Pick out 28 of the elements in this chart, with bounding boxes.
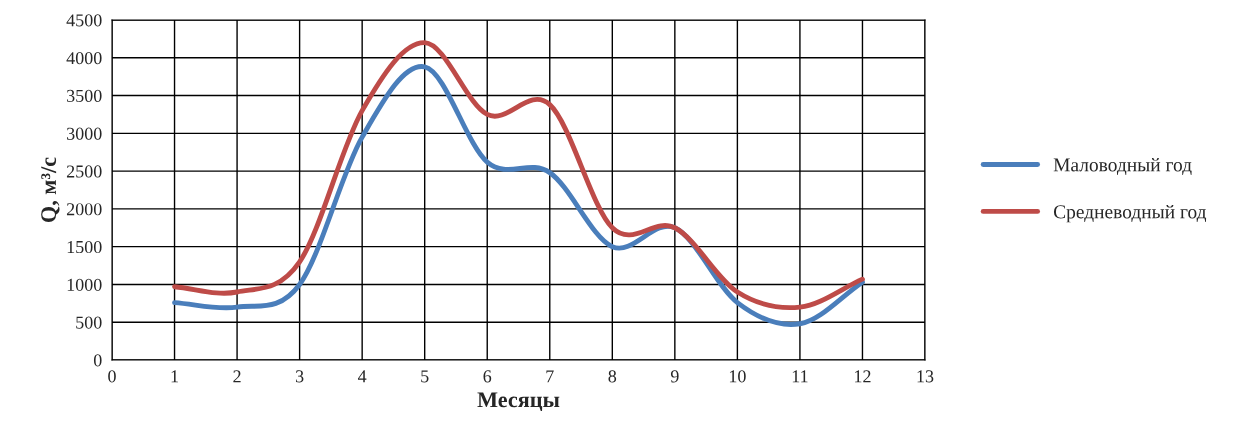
y-tick-label: 3000	[67, 127, 102, 140]
y-tick-label: 2000	[66, 203, 102, 216]
y-tick-label: 3500	[67, 89, 102, 102]
x-tick-label: 12	[855, 370, 871, 383]
y-tick-label: 4500	[66, 14, 102, 27]
x-tick-label: 11	[792, 370, 808, 383]
x-tick-label: 5	[421, 370, 429, 383]
y-tick-label: 0	[93, 354, 102, 367]
x-tick-label: 0	[108, 370, 116, 383]
x-tick-label: 7	[546, 370, 554, 383]
x-tick-label: 6	[483, 370, 492, 383]
x-tick-label: 9	[670, 370, 679, 383]
x-tick-label: 4	[357, 370, 367, 383]
x-tick-label: 2	[233, 370, 241, 383]
x-tick-label: 10	[729, 370, 746, 383]
x-tick-label: 8	[608, 370, 617, 383]
y-tick-label: 500	[76, 316, 102, 329]
x-tick-label: 3	[295, 370, 304, 383]
y-axis-title: Q, м³/с	[41, 157, 60, 223]
y-tick-label: 2500	[66, 165, 102, 178]
legend-label: Маловодный год	[1053, 157, 1192, 176]
y-tick-label: 1000	[67, 278, 102, 291]
y-tick-label: 1500	[67, 240, 102, 254]
legend-label: Средневодный год	[1053, 204, 1207, 223]
x-tick-label: 1	[171, 370, 178, 383]
x-tick-label: 13	[917, 370, 934, 383]
y-tick-label: 4000	[66, 52, 102, 65]
x-axis-title: Месяцы	[477, 392, 560, 411]
